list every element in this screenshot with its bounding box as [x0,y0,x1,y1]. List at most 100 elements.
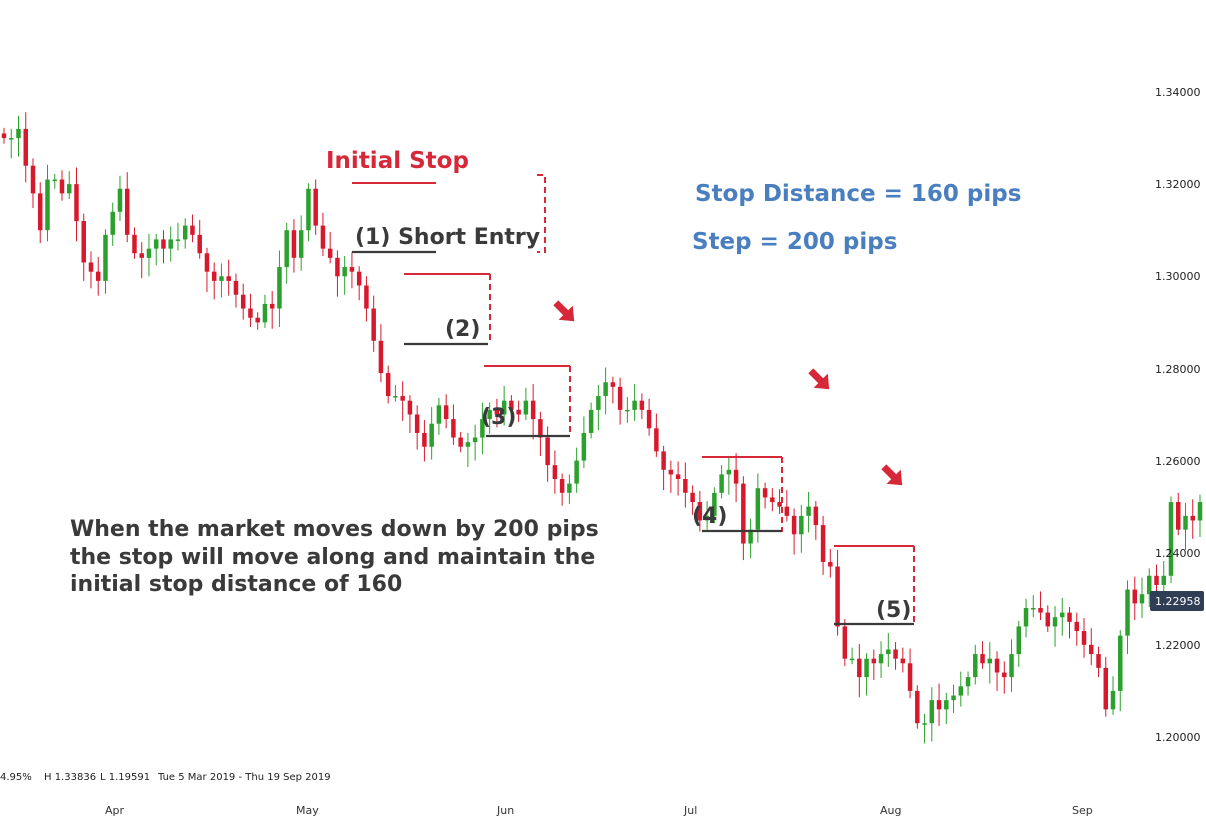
change-percent: 4.95% [0,772,32,783]
step-4-label: (4) [692,504,727,529]
candle-body [284,230,289,268]
candle-body [915,690,920,724]
candle-body [1110,690,1116,710]
y-tick-label: 1.32000 [1155,178,1201,191]
candle-body [893,649,898,659]
candle-body [139,253,144,258]
candle-body [1016,626,1022,655]
candle-body [81,221,86,263]
explanation-line-1: When the market moves down by 200 pips [70,517,599,542]
candle-body [110,211,115,235]
candle-body [197,234,202,254]
candle-body [690,492,695,503]
candle-body [958,686,964,696]
candle-body [799,515,804,535]
candle-body [1002,672,1007,678]
candle-body [1096,654,1101,668]
candle-body [603,382,608,397]
candle-body [1132,589,1138,604]
candle-body [95,271,101,281]
candle-body [552,465,558,479]
candle-body [632,400,637,410]
candle-body [907,663,913,691]
x-tick-label: Jul [683,804,697,817]
candle-body [103,234,108,281]
low-value: L 1.19591 [100,772,150,783]
candle-body [820,525,826,562]
candle-body [168,239,173,249]
candle-body [66,184,72,194]
arrow-down-right-icon [881,464,903,486]
candle-body [683,479,688,493]
candle-body [581,432,587,461]
candle-body [487,409,492,420]
candle-body [625,409,630,412]
candle-body [864,658,869,678]
candle-body [1060,612,1065,618]
candle-body [842,626,848,659]
candle-body [929,700,935,724]
candle-body [277,267,282,309]
candle-body [59,179,65,194]
candle-body [45,179,50,231]
candle-body [900,658,906,664]
candle-body [1125,589,1130,636]
candle-body [951,695,956,701]
candle-body [23,128,28,166]
candle-body [407,400,413,415]
step-label: Step = 200 pips [692,229,897,255]
candle-body [1118,635,1123,691]
candle-body [762,488,768,498]
step-levels [352,250,914,626]
candle-body [458,437,463,447]
y-tick-label: 1.26000 [1155,455,1201,468]
candle-body [965,677,971,687]
candle-body [516,409,521,415]
candle-body [371,308,376,341]
candle-body [886,649,891,655]
candle-body [269,303,275,309]
high-value: H 1.33836 [44,772,96,783]
step-brackets [489,174,915,624]
candle-body [132,234,137,254]
candle-body [726,469,732,475]
candle-body [37,193,43,231]
candle-body [298,230,304,258]
candle-body [1081,631,1087,645]
candle-body [545,437,550,466]
candle-body [748,529,753,544]
candle-body [240,294,246,309]
candle-body [349,267,355,272]
candle-body [987,658,993,664]
y-tick-label: 1.24000 [1155,547,1201,560]
y-tick-label: 1.30000 [1155,270,1201,283]
candle-body [1183,515,1188,530]
candle-body [465,442,471,447]
candle-body [639,400,645,410]
candle-body [697,502,703,521]
candle-body [922,723,927,725]
candle-body [661,451,666,470]
candle-body [1067,612,1072,622]
candle-body [668,469,674,475]
x-axis-labels: Apr May Jun Jul Aug Sep [105,804,1093,817]
candle-body [980,654,985,664]
candle-body [1038,608,1043,613]
candle-body [74,184,79,221]
candle-body [806,506,811,516]
candle-body [509,400,514,410]
candle-body [52,179,57,182]
candle-body [1089,644,1094,655]
candle-body [472,437,478,443]
candle-body [719,474,724,493]
candle-body [654,428,659,452]
candle-body [828,561,833,567]
candle-body [88,262,94,272]
candle-body [182,225,188,240]
candle-body [646,409,652,429]
candle-body [530,400,536,420]
candle-body [596,396,601,410]
candle-body [393,396,398,398]
explanation-line-2: the stop will move along and maintain th… [70,545,595,570]
